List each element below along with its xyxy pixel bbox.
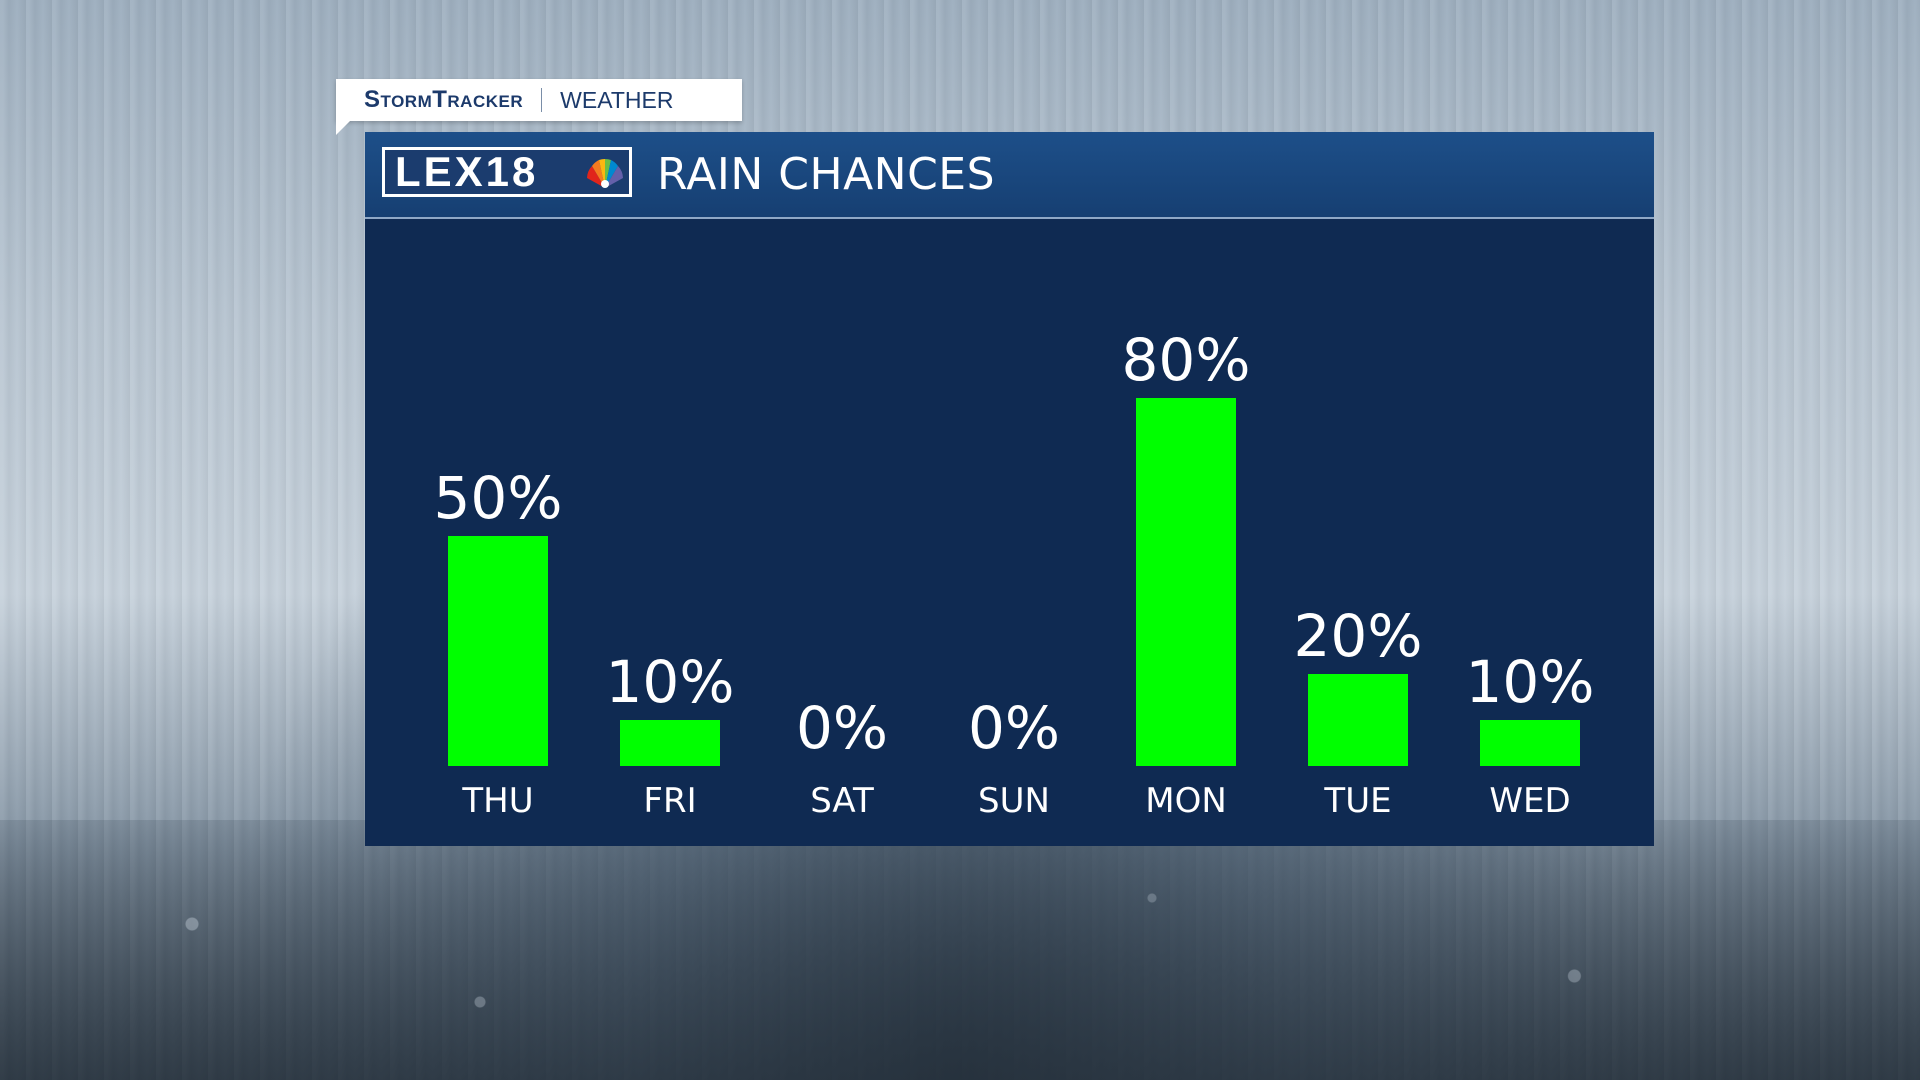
day-label-wed: WED	[1489, 781, 1570, 821]
panel-header: LEX18 RAIN CHANCES	[365, 132, 1654, 219]
value-label-tue: 20%	[1294, 602, 1423, 670]
bar-mon	[1136, 398, 1236, 766]
bar-fri	[620, 720, 720, 766]
value-label-sat: 0%	[796, 694, 888, 762]
day-label-mon: MON	[1145, 781, 1227, 821]
logo-text: LEX18	[395, 148, 539, 195]
value-label-wed: 10%	[1466, 648, 1595, 716]
value-label-thu: 50%	[434, 464, 563, 532]
brand-divider	[541, 88, 543, 112]
brand-tag: StormTracker WEATHER	[336, 79, 742, 135]
bar-tue	[1308, 674, 1408, 766]
day-label-sun: SUN	[978, 781, 1050, 821]
bar-wed	[1480, 720, 1580, 766]
rain-splash-ground	[0, 820, 1920, 1080]
rain-chance-bar-chart: 50% THU 10% FRI 0% SAT 0% SUN 80% MON 20% TUE 10% WED	[434, 326, 1595, 821]
day-label-fri: FRI	[643, 781, 696, 821]
day-label-sat: SAT	[810, 781, 874, 821]
day-label-thu: THU	[461, 781, 533, 821]
nbc-peacock-icon	[587, 158, 623, 188]
value-label-sun: 0%	[968, 694, 1060, 762]
day-label-tue: TUE	[1323, 781, 1391, 821]
brand-subtitle: WEATHER	[560, 86, 674, 113]
value-label-fri: 10%	[606, 648, 735, 716]
panel-title: RAIN CHANCES	[657, 149, 996, 200]
brand-name: StormTracker	[364, 86, 524, 113]
bar-thu	[448, 536, 548, 766]
rain-chances-panel: LEX18 RAIN CHANCES 50% THU 10% FRI 0% SAT 0% SU…	[365, 132, 1654, 846]
station-logo: LEX18	[382, 147, 632, 197]
value-label-mon: 80%	[1122, 326, 1251, 394]
